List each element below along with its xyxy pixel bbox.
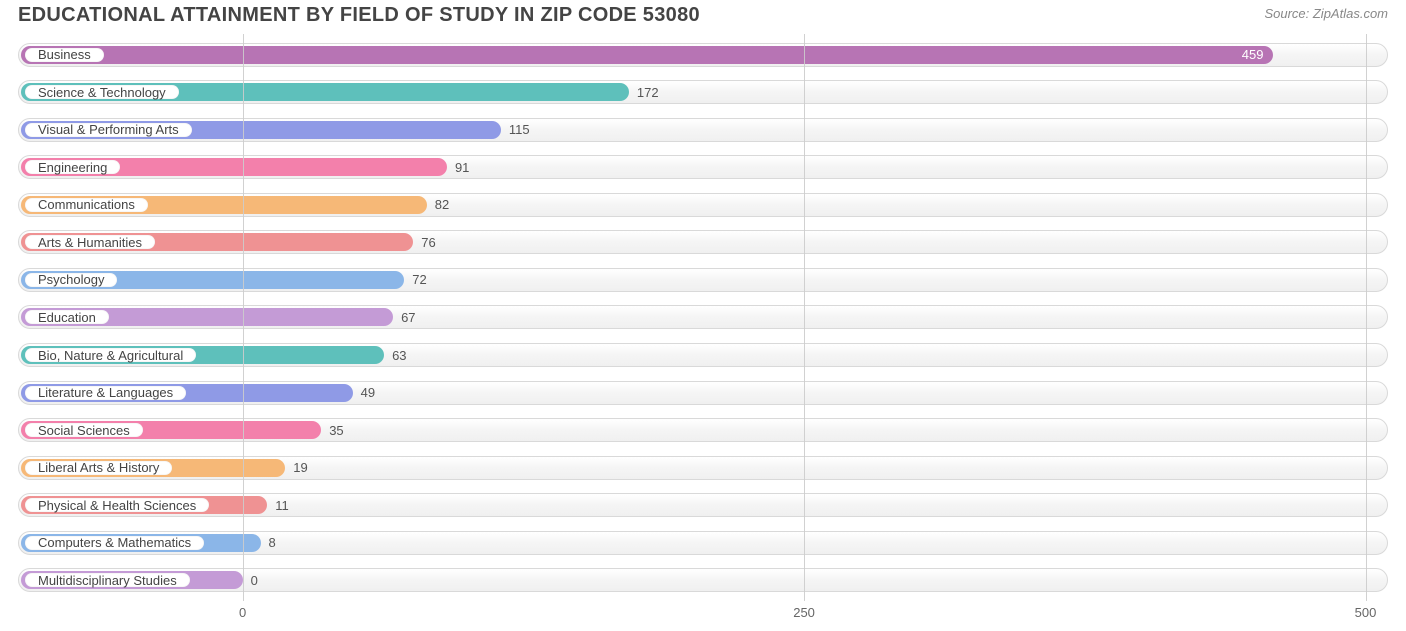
chart-row: Education 67	[18, 303, 1388, 331]
chart-row: Bio, Nature & Agricultural 63	[18, 341, 1388, 369]
x-axis-tick-label: 0	[239, 605, 246, 620]
chart-row: Business 459	[18, 41, 1388, 69]
bar-category-label: Social Sciences	[25, 423, 143, 437]
bar-value-label: 72	[412, 266, 426, 294]
bar-category-label: Engineering	[25, 160, 120, 174]
chart-row: Social Sciences 35	[18, 416, 1388, 444]
chart-title: EDUCATIONAL ATTAINMENT BY FIELD OF STUDY…	[18, 4, 700, 27]
bar-value-label: 91	[455, 153, 469, 181]
bar-category-label: Multidisciplinary Studies	[25, 573, 190, 587]
chart-row: Arts & Humanities 76	[18, 228, 1388, 256]
bar-category-label: Psychology	[25, 273, 117, 287]
bar-value-label: 11	[275, 491, 289, 519]
bar-value-label: 63	[392, 341, 406, 369]
bar-value-label: 67	[401, 303, 415, 331]
bar-category-label: Bio, Nature & Agricultural	[25, 348, 196, 362]
bar-category-label: Computers & Mathematics	[25, 536, 204, 550]
gridline	[1366, 34, 1367, 601]
bar-value-label: 76	[421, 228, 435, 256]
bar-value-label: 0	[251, 566, 258, 594]
bar-value-label: 172	[637, 78, 659, 106]
bar-value-label: 82	[435, 191, 449, 219]
bar-value-label: 459	[1242, 41, 1264, 69]
bar-value-label: 49	[361, 379, 375, 407]
bar-category-label: Education	[25, 310, 109, 324]
bar-category-label: Science & Technology	[25, 85, 179, 99]
bar-category-label: Visual & Performing Arts	[25, 123, 192, 137]
bar-value-label: 8	[269, 529, 276, 557]
bar-value-label: 19	[293, 454, 307, 482]
bar-category-label: Communications	[25, 198, 148, 212]
gridline	[804, 34, 805, 601]
bar-category-label: Business	[25, 48, 104, 62]
chart-plot-area: Business 459 Science & Technology 172 Visual…	[18, 34, 1388, 601]
bar	[21, 46, 1273, 64]
chart-row: Engineering 91	[18, 153, 1388, 181]
bar-category-label: Liberal Arts & History	[25, 461, 172, 475]
chart-row: Psychology 72	[18, 266, 1388, 294]
chart-rows: Business 459 Science & Technology 172 Visual…	[18, 34, 1388, 601]
x-axis: 0 250 500	[18, 605, 1388, 625]
bar-category-label: Physical & Health Sciences	[25, 498, 209, 512]
chart-header: EDUCATIONAL ATTAINMENT BY FIELD OF STUDY…	[0, 0, 1406, 30]
x-axis-tick-label: 500	[1355, 605, 1377, 620]
chart-row: Computers & Mathematics 8	[18, 529, 1388, 557]
gridline	[243, 34, 244, 601]
chart-row: Liberal Arts & History 19	[18, 454, 1388, 482]
chart-row: Visual & Performing Arts 115	[18, 116, 1388, 144]
chart-row: Multidisciplinary Studies 0	[18, 566, 1388, 594]
chart-row: Communications 82	[18, 191, 1388, 219]
bar-value-label: 115	[509, 116, 530, 144]
chart-row: Physical & Health Sciences 11	[18, 491, 1388, 519]
bar-category-label: Arts & Humanities	[25, 235, 155, 249]
x-axis-tick-label: 250	[793, 605, 815, 620]
bar-category-label: Literature & Languages	[25, 386, 186, 400]
chart-row: Literature & Languages 49	[18, 379, 1388, 407]
chart-row: Science & Technology 172	[18, 78, 1388, 106]
chart-source: Source: ZipAtlas.com	[1264, 6, 1388, 21]
bar-value-label: 35	[329, 416, 343, 444]
